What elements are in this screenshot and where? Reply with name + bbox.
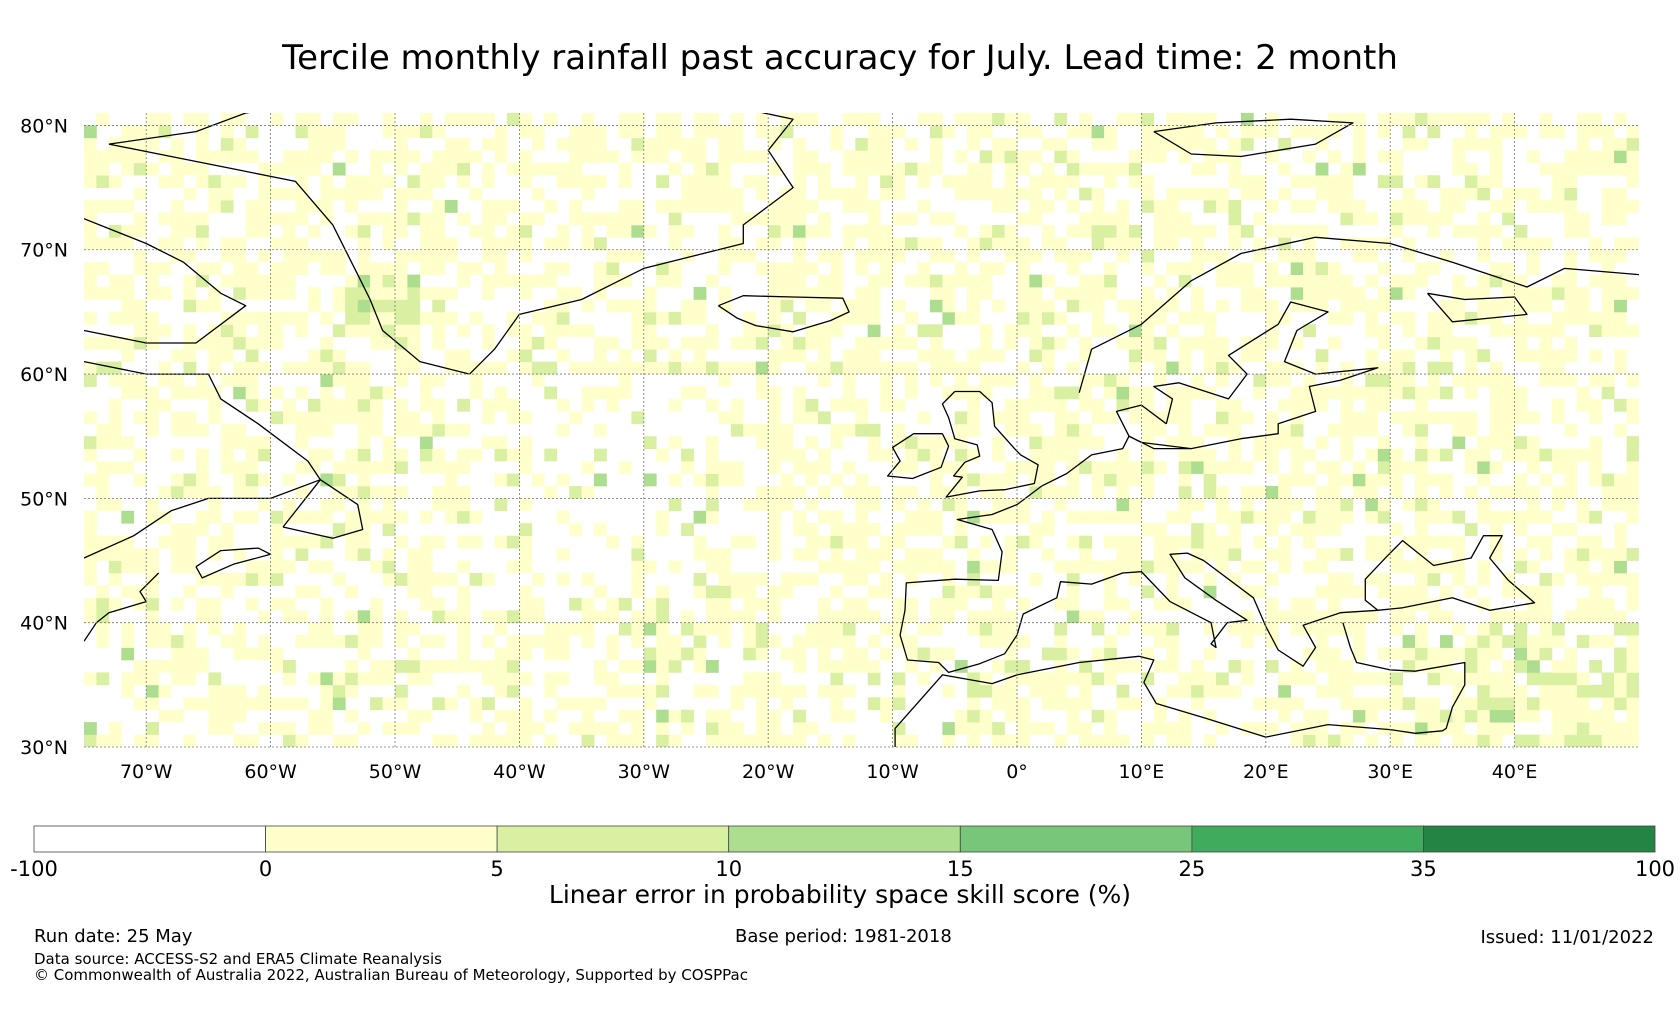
longitude-labels: 70°W 60°W 50°W 40°W 30°W 20°W 10°W 0° 10°E 20°E 30…	[120, 761, 1537, 780]
iceland-coast	[718, 295, 850, 333]
latitude-labels: 80°N 70°N 60°N 50°N 40°N 30°N	[20, 115, 68, 759]
lon-tick-label: 10°E	[1119, 761, 1165, 780]
colorbar-bins	[33, 825, 1656, 853]
lon-tick-label: 50°W	[369, 761, 422, 780]
greenland-coast	[108, 113, 794, 375]
graticule	[84, 113, 1639, 748]
lon-tick-label: 40°E	[1492, 761, 1538, 780]
skill-score-cells	[84, 113, 1639, 747]
white-sea-coast	[1427, 292, 1528, 323]
colorbar-bin	[728, 825, 961, 853]
colorbar-label: Linear error in probability space skill …	[548, 880, 1132, 909]
skill-score-map: 80°N 70°N 60°N 50°N 40°N 30°N 70°W 60°W 50°W 40°…	[20, 113, 1639, 780]
colorbar-tick-label: 100	[1635, 857, 1675, 880]
lon-tick-label: 30°E	[1367, 761, 1413, 780]
us-coast	[84, 572, 160, 642]
colorbar-tick-label: -100	[10, 857, 58, 880]
colorbar-tick-label: 5	[490, 857, 503, 880]
colorbar-tick-labels: -100 0 5 10 15 25 35 100	[10, 857, 1675, 880]
lat-tick-label: 60°N	[20, 364, 68, 386]
lon-tick-label: 0°	[1006, 761, 1028, 780]
scandinavia-coast	[1078, 236, 1639, 393]
lon-tick-label: 40°W	[493, 761, 546, 780]
colorbar-tick-label: 10	[715, 857, 742, 880]
lon-tick-label: 30°W	[618, 761, 671, 780]
svalbard-coast	[1153, 118, 1354, 158]
baffin-coast	[84, 218, 247, 344]
lon-tick-label: 20°W	[742, 761, 795, 780]
lat-tick-label: 30°N	[20, 737, 68, 759]
colorbar-bin	[265, 825, 498, 853]
colorbar: -100 0 5 10 15 25 35 100	[10, 825, 1675, 880]
newfoundland-coast	[282, 479, 364, 539]
coastlines	[84, 113, 1639, 747]
lat-tick-label: 50°N	[20, 488, 68, 510]
lat-tick-label: 70°N	[20, 240, 68, 262]
france-iberia-coast	[899, 485, 1536, 674]
lat-tick-label: 40°N	[20, 613, 68, 635]
colorbar-tick-label: 15	[947, 857, 974, 880]
colorbar-bin	[1423, 825, 1656, 853]
issued-date: Issued: 11/01/2022	[1480, 927, 1654, 948]
colorbar-tick-label: 25	[1179, 857, 1206, 880]
run-date: Run date: 25 May	[34, 926, 193, 947]
lon-tick-label: 10°W	[866, 761, 919, 780]
labrador-coast	[84, 360, 322, 559]
colorbar-bin	[959, 825, 1193, 853]
colorbar-tick-label: 35	[1410, 857, 1437, 880]
data-source: Data source: ACCESS-S2 and ERA5 Climate …	[34, 950, 442, 968]
map-title: Tercile monthly rainfall past accuracy f…	[282, 38, 1398, 78]
copyright: © Commonwealth of Australia 2022, Austra…	[34, 966, 748, 984]
lon-tick-label: 60°W	[244, 761, 297, 780]
lon-tick-label: 20°E	[1243, 761, 1289, 780]
colorbar-tick-label: 0	[259, 857, 272, 880]
colorbar-bin	[33, 825, 267, 853]
uk-coast	[941, 390, 1039, 498]
colorbar-bin	[496, 825, 730, 853]
base-period: Base period: 1981-2018	[735, 926, 952, 947]
baltic-coast	[1115, 301, 1379, 450]
lat-tick-label: 80°N	[20, 115, 68, 137]
colorbar-bin	[1191, 825, 1424, 853]
ireland-coast	[886, 433, 950, 480]
lon-tick-label: 70°W	[120, 761, 173, 780]
